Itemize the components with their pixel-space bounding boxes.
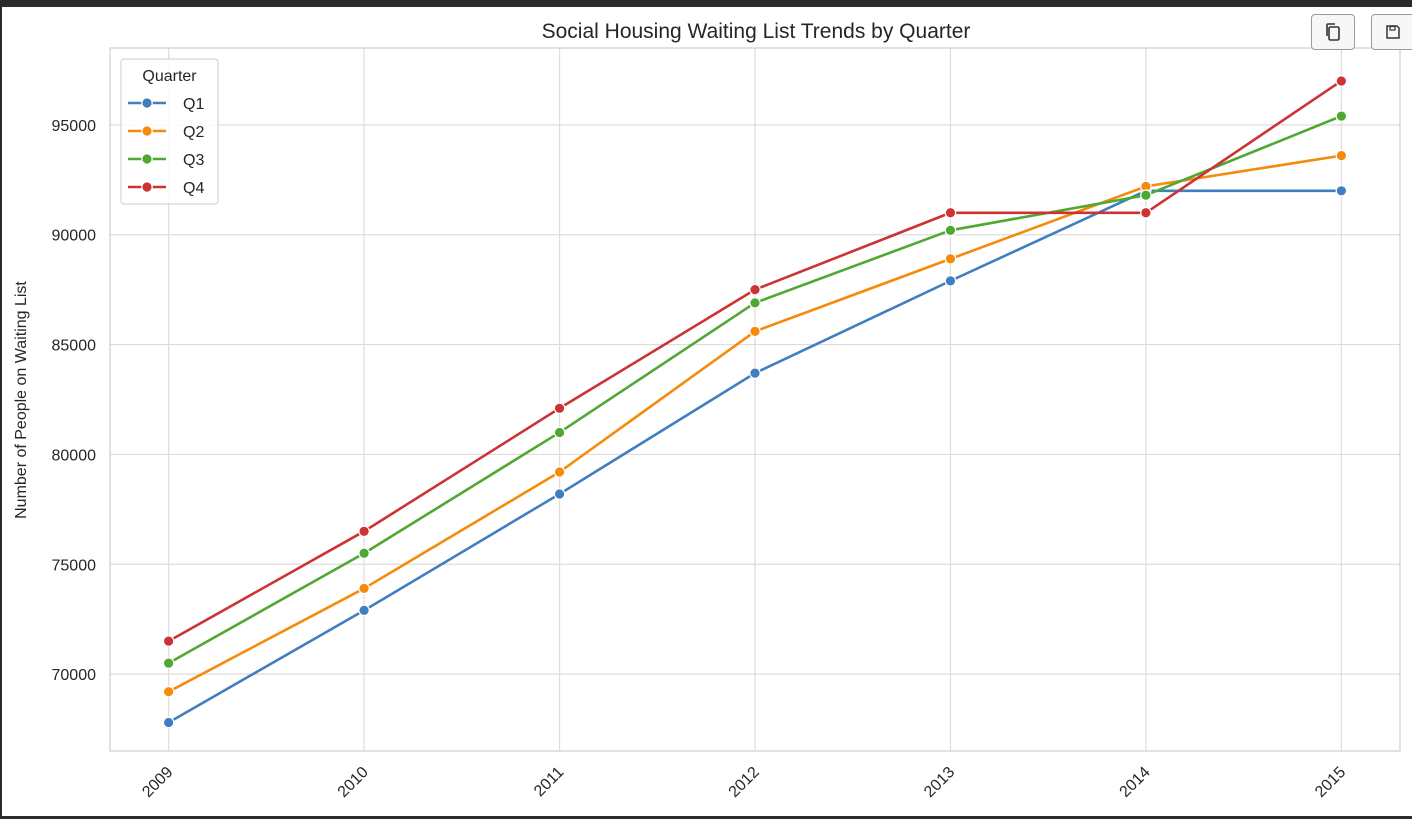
legend-title: Quarter bbox=[142, 68, 197, 85]
window-top-border bbox=[0, 0, 1412, 7]
data-point-q2-2012 bbox=[749, 325, 761, 338]
y-axis-label: Number of People on Waiting List bbox=[13, 281, 30, 519]
data-point-q3-2010 bbox=[358, 547, 370, 560]
y-tick-label: 85000 bbox=[52, 338, 97, 355]
data-point-q4-2012 bbox=[749, 283, 761, 296]
x-tick-label: 2013 bbox=[921, 764, 958, 801]
window-left-border bbox=[0, 0, 2, 819]
data-point-q2-2011 bbox=[553, 466, 566, 478]
data-point-q1-2010 bbox=[358, 604, 370, 617]
x-tick-label: 2009 bbox=[139, 764, 176, 801]
data-point-q2-2013 bbox=[944, 253, 957, 265]
legend-item-q4: Q4 bbox=[128, 180, 204, 197]
legend-item-q3: Q3 bbox=[128, 152, 204, 169]
data-point-q4-2011 bbox=[553, 402, 566, 415]
plot-area bbox=[109, 47, 1401, 752]
legend-box bbox=[120, 58, 219, 205]
series-q4 bbox=[162, 75, 1348, 647]
y-tick-label: 75000 bbox=[52, 557, 97, 574]
legend-label-q2: Q2 bbox=[183, 124, 204, 141]
legend-marker-q1 bbox=[141, 97, 153, 109]
data-point-q4-2015 bbox=[1335, 75, 1348, 87]
legend-marker-q3 bbox=[141, 153, 153, 165]
data-point-q3-2012 bbox=[749, 297, 761, 309]
y-tick-label: 70000 bbox=[52, 667, 97, 684]
series-layer bbox=[162, 75, 1348, 729]
x-tick-label: 2011 bbox=[531, 764, 567, 800]
data-point-q3-2009 bbox=[162, 657, 175, 669]
x-tick-label: 2010 bbox=[335, 764, 372, 801]
chart-title: Social Housing Waiting List Trends by Qu… bbox=[542, 20, 971, 43]
legend-item-q2: Q2 bbox=[128, 124, 204, 141]
legend-label-q3: Q3 bbox=[183, 152, 204, 169]
x-tick-label: 2014 bbox=[1117, 764, 1154, 801]
data-point-q3-2015 bbox=[1335, 110, 1348, 122]
legend-items: Q1 Q2 Q3 Q4 bbox=[128, 96, 204, 197]
save-icon bbox=[1386, 25, 1400, 39]
legend-marker-q2 bbox=[141, 125, 153, 137]
data-point-q2-2015 bbox=[1335, 149, 1348, 162]
chart-grid bbox=[110, 48, 1400, 751]
data-point-q1-2015 bbox=[1335, 184, 1348, 197]
data-point-q2-2010 bbox=[358, 582, 370, 595]
legend-label-q1: Q1 bbox=[183, 96, 204, 113]
data-point-q3-2013 bbox=[944, 224, 957, 237]
legend: Quarter Q1 Q2 Q3 Q4 bbox=[120, 58, 219, 205]
copy-button[interactable] bbox=[1311, 14, 1355, 50]
data-point-q4-2014 bbox=[1140, 206, 1152, 219]
y-tick-label: 80000 bbox=[52, 447, 97, 464]
y-tick-label: 90000 bbox=[52, 228, 97, 245]
tick-labels: 70000 75000 80000 85000 90000 95000 2009 2010 20… bbox=[52, 118, 1350, 801]
data-point-q3-2011 bbox=[553, 426, 566, 439]
data-point-q1-2012 bbox=[749, 367, 761, 379]
save-button[interactable] bbox=[1371, 14, 1412, 50]
data-point-q1-2011 bbox=[553, 488, 566, 500]
window-bottom-border bbox=[0, 816, 1412, 819]
legend-marker-q4 bbox=[141, 181, 153, 193]
series-q2 bbox=[162, 149, 1348, 698]
data-point-q4-2010 bbox=[358, 525, 370, 538]
data-point-q3-2014 bbox=[1140, 189, 1152, 201]
legend-label-q4: Q4 bbox=[183, 180, 204, 197]
data-point-q1-2009 bbox=[162, 716, 175, 729]
y-tick-label: 95000 bbox=[52, 118, 97, 135]
data-point-q4-2013 bbox=[944, 206, 957, 219]
copy-icon bbox=[1326, 23, 1340, 41]
data-point-q2-2009 bbox=[162, 685, 175, 698]
data-point-q4-2009 bbox=[162, 635, 175, 647]
x-tick-label: 2012 bbox=[726, 764, 763, 801]
data-point-q1-2013 bbox=[944, 275, 957, 287]
series-q3 bbox=[162, 110, 1348, 669]
x-tick-label: 2015 bbox=[1312, 764, 1349, 801]
legend-item-q1: Q1 bbox=[128, 96, 204, 113]
